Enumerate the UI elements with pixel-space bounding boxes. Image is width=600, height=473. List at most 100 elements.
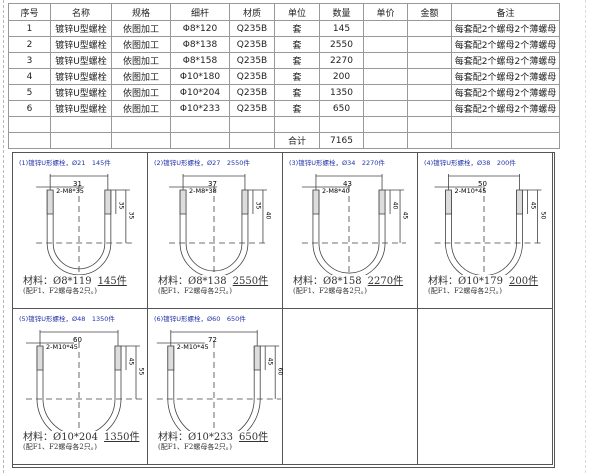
- table-cell: 7165: [319, 132, 364, 149]
- width-dimension: 72: [208, 336, 217, 344]
- table-row: 5 镀锌U型螺栓 依图加工 Φ10*204 Q235B 套 1350 每套配2个螺母2个薄螺母: [8, 84, 560, 101]
- table-cell: Q235B: [229, 36, 275, 53]
- leg-length: 55: [137, 367, 145, 376]
- material-spec: 材料：Ø10*233 650件: [158, 428, 268, 443]
- material-label: 材料：Ø10*233: [158, 432, 234, 443]
- material-spec: 材料：Ø8*158 2270件: [293, 272, 403, 287]
- table-cell: 每套配2个螺母2个薄螺母: [451, 68, 560, 85]
- column-header: 备注: [451, 3, 560, 21]
- table-cell: 200: [319, 68, 364, 85]
- u-bolt-panel: (3)镀锌U形螺栓，Ø34 2270件 43 2-M8*40 40 45 材料：…: [283, 153, 418, 309]
- table-cell: [363, 20, 408, 37]
- table-cell: [407, 68, 452, 85]
- table-cell: Q235B: [229, 84, 275, 101]
- table-cell: 依图加工: [111, 36, 171, 53]
- table-cell: [363, 132, 408, 149]
- u-bolt-drawing: [26, 330, 142, 431]
- table-cell: [407, 132, 452, 149]
- table-cell: [319, 116, 364, 133]
- table-header: 序号 名称 规格 细杆 材质 单位 数量 单价 金额 备注: [8, 3, 560, 21]
- table-cell: 套: [274, 100, 320, 117]
- table-cell: [111, 116, 171, 133]
- table-cell: Q235B: [229, 68, 275, 85]
- table-cell: 每套配2个螺母2个薄螺母: [451, 100, 560, 117]
- table-cell: 依图加工: [111, 52, 171, 69]
- u-bolt-panel: (1)镀锌U形螺栓，Ø21 145件 31 2-M8*35 35 35 材料：Ø…: [13, 153, 148, 309]
- order-table: 序号 名称 规格 细杆 材质 单位 数量 单价 金额 备注 1 镀锌U型螺栓 依图加工 Φ8*120 Q23…: [8, 3, 560, 149]
- table-cell: [363, 68, 408, 85]
- u-bolt-panel: (6)镀锌U形螺栓，Ø60 650件 72 2-M10*45 45 60 材料：…: [148, 309, 284, 465]
- width-dimension: 37: [208, 180, 217, 188]
- material-spec: 材料：Ø10*179 200件: [428, 272, 538, 287]
- table-cell: 套: [274, 84, 320, 101]
- width-dimension: 60: [73, 336, 82, 344]
- width-dimension: 43: [343, 180, 352, 188]
- panel-title: (5)镀锌U形螺栓，Ø48 1350件: [19, 315, 115, 323]
- thread-length: 45: [127, 357, 135, 366]
- table-cell: Φ10*180: [170, 68, 230, 85]
- table-cell: 1: [8, 20, 51, 37]
- panel-title: (1)镀锌U形螺栓，Ø21 145件: [19, 159, 111, 167]
- table-cell: [451, 116, 560, 133]
- table-cell: 镀锌U型螺栓: [50, 36, 112, 53]
- material-label: 材料：Ø10*179: [428, 276, 504, 287]
- table-cell: [407, 84, 452, 101]
- u-bolt-drawing: [434, 174, 544, 275]
- table-cell: Q235B: [229, 20, 275, 37]
- table-cell: 2270: [319, 52, 364, 69]
- table-cell: 1350: [319, 84, 364, 101]
- table-cell: Φ8*138: [170, 36, 230, 53]
- table-cell: [229, 132, 275, 149]
- table-cell: 镀锌U型螺栓: [50, 20, 112, 37]
- column-header: 材质: [229, 3, 275, 21]
- table-cell: 依图加工: [111, 100, 171, 117]
- material-label: 材料：Ø8*158: [293, 276, 362, 287]
- quantity: 200件: [509, 276, 539, 287]
- quantity: 2270件: [367, 276, 404, 287]
- table-cell: 镀锌U型螺栓: [50, 52, 112, 69]
- table-cell: Φ10*204: [170, 84, 230, 101]
- width-dimension: 50: [478, 180, 487, 188]
- panel-title: (4)镀锌U形螺栓，Ø38 200件: [424, 159, 516, 167]
- table-cell: [170, 132, 230, 149]
- table-cell: [363, 100, 408, 117]
- thread-spec: 2-M10*45: [454, 187, 487, 195]
- table-cell: 套: [274, 68, 320, 85]
- column-header: 细杆: [170, 3, 230, 21]
- nut-note: (配F1、F2螺母各2只。): [23, 287, 98, 295]
- material-label: 材料：Ø10*204: [23, 432, 99, 443]
- table-cell: 2: [8, 36, 51, 53]
- table-cell: [407, 116, 452, 133]
- table-cell: 每套配2个螺母2个薄螺母: [451, 36, 560, 53]
- panel-title: (2)镀锌U形螺栓，Ø27 2550件: [154, 159, 250, 167]
- table-cell: [451, 132, 560, 149]
- table-cell: 依图加工: [111, 20, 171, 37]
- table-cell: 镀锌U型螺栓: [50, 84, 112, 101]
- page-border-right: [585, 0, 586, 473]
- table-row: [8, 116, 560, 133]
- table-cell: 依图加工: [111, 84, 171, 101]
- table-cell: 3: [8, 52, 51, 69]
- empty-panel: [418, 309, 553, 465]
- table-cell: 每套配2个螺母2个薄螺母: [451, 20, 560, 37]
- table-row: 4 镀锌U型螺栓 依图加工 Φ10*180 Q235B 套 200 每套配2个螺母2个薄螺母: [8, 68, 560, 85]
- material-spec: 材料：Ø8*119 145件: [23, 272, 127, 287]
- table-cell: [407, 100, 452, 117]
- quantity: 1350件: [104, 432, 140, 443]
- thread-length: 45: [528, 201, 536, 210]
- table-cell: 每套配2个螺母2个薄螺母: [451, 52, 560, 69]
- table-cell: Q235B: [229, 100, 275, 117]
- table-cell: [229, 116, 275, 133]
- table-cell: 4: [8, 68, 51, 85]
- table-cell: [363, 52, 408, 69]
- column-header: 金额: [407, 3, 452, 21]
- thread-spec: 2-M10*45: [176, 343, 209, 351]
- table-cell: [407, 52, 452, 69]
- column-header: 单价: [363, 3, 408, 21]
- leg-length: 40: [264, 211, 272, 220]
- table-cell: 套: [274, 36, 320, 53]
- table-cell: [363, 36, 408, 53]
- thread-length: 45: [266, 357, 274, 366]
- table-cell: Φ8*120: [170, 20, 230, 37]
- table-cell: Q235B: [229, 52, 275, 69]
